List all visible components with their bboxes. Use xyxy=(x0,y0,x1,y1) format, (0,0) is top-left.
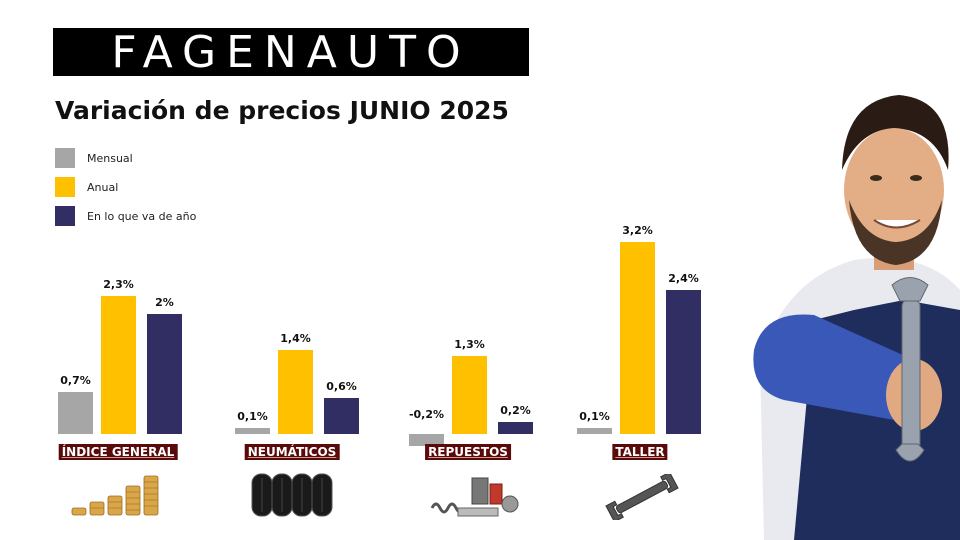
mechanic-photo xyxy=(724,60,960,540)
data-label-indice-general-ytd: 2% xyxy=(155,296,174,309)
legend-item-anual: Anual xyxy=(55,177,196,197)
data-label-repuestos-ytd: 0,2% xyxy=(500,404,531,417)
bar-indice-general-ytd xyxy=(147,314,182,434)
bar-neumaticos-ytd xyxy=(324,398,359,434)
legend-swatch-anual xyxy=(55,177,75,197)
bar-indice-general-anual xyxy=(101,296,136,434)
auto-parts-icon xyxy=(430,477,519,517)
bar-indice-general-mensual xyxy=(58,392,93,434)
category-label-neumaticos: NEUMÁTICOS xyxy=(244,444,340,460)
legend-label: Mensual xyxy=(87,151,133,165)
category-label-indice-general: ÍNDICE GENERAL xyxy=(58,444,178,460)
bar-neumaticos-mensual xyxy=(235,428,270,434)
bar-repuestos-mensual xyxy=(409,434,444,446)
category-label-repuestos: REPUESTOS xyxy=(425,444,511,460)
legend: Mensual Anual En lo que va de año xyxy=(55,148,196,235)
data-label-taller-ytd: 2,4% xyxy=(668,272,699,285)
page-title: Variación de precios JUNIO 2025 xyxy=(55,96,509,125)
data-label-repuestos-mensual: -0,2% xyxy=(409,408,444,421)
bar-repuestos-anual xyxy=(452,356,487,434)
wrench-icon xyxy=(605,474,679,520)
legend-item-ytd: En lo que va de año xyxy=(55,206,196,226)
legend-item-mensual: Mensual xyxy=(55,148,196,168)
bar-repuestos-ytd xyxy=(498,422,533,434)
bar-taller-anual xyxy=(620,242,655,434)
bar-neumaticos-anual xyxy=(278,350,313,434)
data-label-indice-general-mensual: 0,7% xyxy=(60,374,91,387)
legend-swatch-mensual xyxy=(55,148,75,168)
data-label-neumaticos-mensual: 0,1% xyxy=(237,410,268,423)
data-label-taller-mensual: 0,1% xyxy=(579,410,610,423)
legend-label: En lo que va de año xyxy=(87,209,197,223)
bar-taller-mensual xyxy=(577,428,612,434)
tires-icon xyxy=(251,473,333,517)
data-label-repuestos-anual: 1,3% xyxy=(454,338,485,351)
legend-swatch-ytd xyxy=(55,206,75,226)
legend-label: Anual xyxy=(87,180,119,194)
data-label-neumaticos-anual: 1,4% xyxy=(280,332,311,345)
brand-logo: FAGENAUTO xyxy=(53,27,529,78)
data-label-taller-anual: 3,2% xyxy=(622,224,653,237)
data-label-neumaticos-ytd: 0,6% xyxy=(326,380,357,393)
coins-stack-icon xyxy=(71,475,159,516)
data-label-indice-general-anual: 2,3% xyxy=(103,278,134,291)
category-label-taller: TALLER xyxy=(612,444,668,460)
bar-taller-ytd xyxy=(666,290,701,434)
